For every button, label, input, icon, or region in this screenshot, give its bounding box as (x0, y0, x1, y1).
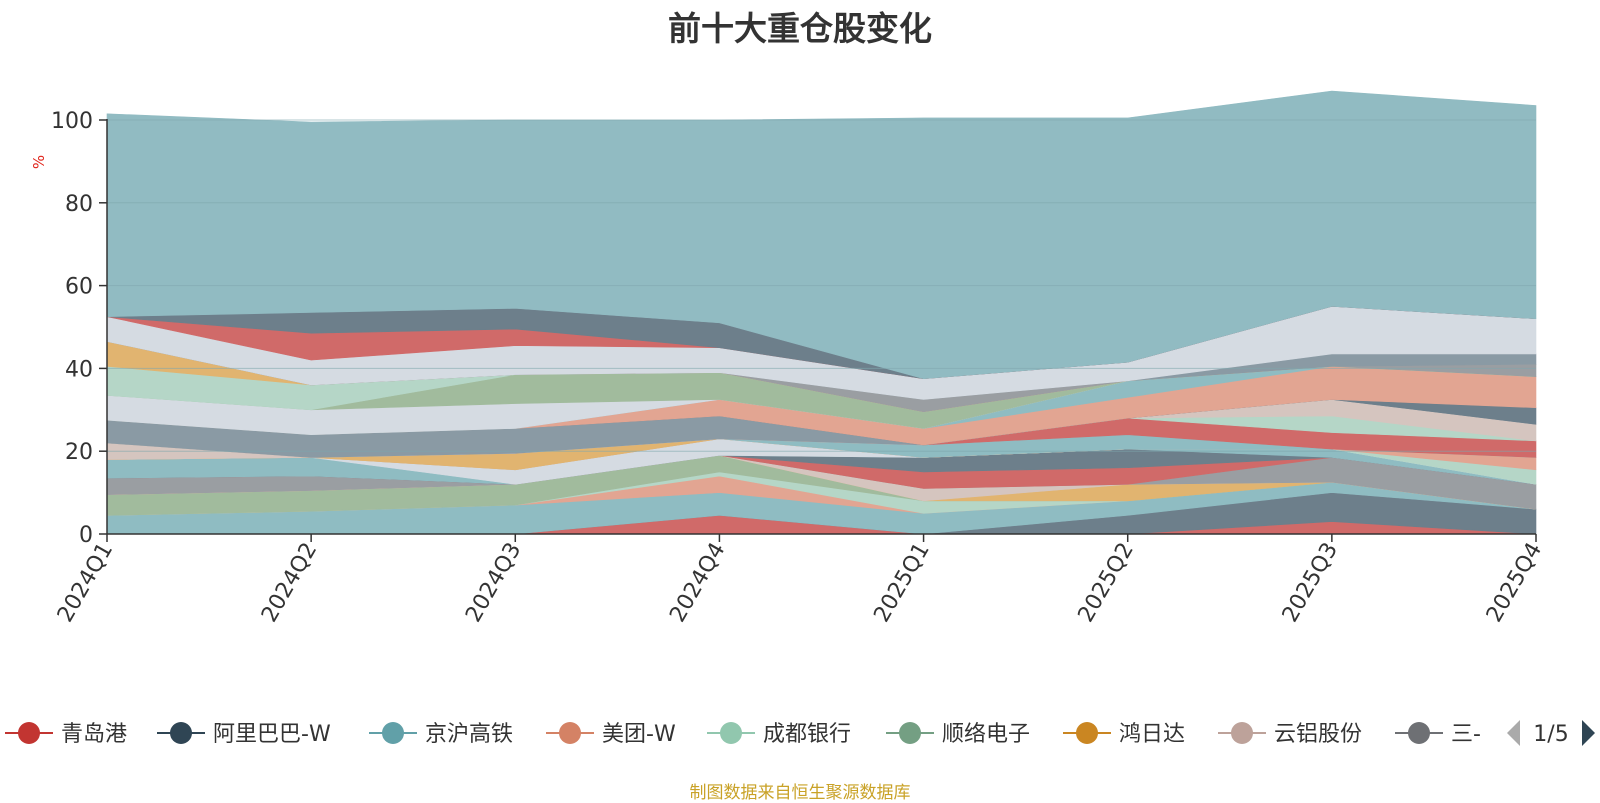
x-tick-label: 2024Q3 (461, 539, 526, 627)
triangle-left-icon[interactable] (1507, 720, 1520, 746)
x-tick-label: 2025Q4 (1482, 539, 1547, 627)
legend-label: 顺络电子 (942, 722, 1030, 747)
legend[interactable]: 青岛港 阿里巴巴-W 京沪高铁 美团-W 成都银行 顺络电子 鸿日达 云铝股份 三- 1/5 (5, 720, 1595, 747)
legend-page-indicator: 1/5 (1533, 722, 1568, 747)
legend-marker-icon (559, 722, 581, 744)
y-tick-label: 100 (51, 109, 93, 134)
x-tick-label: 2024Q4 (665, 539, 730, 627)
legend-marker-icon (170, 722, 192, 744)
y-tick-label: 40 (65, 357, 93, 382)
legend-label: 阿里巴巴-W (213, 722, 331, 747)
x-tick-label: 2025Q2 (1074, 539, 1139, 627)
legend-item[interactable]: 成都银行 (707, 722, 851, 747)
legend-label: 鸿日达 (1119, 722, 1185, 747)
chart-title: 前十大重仓股变化 (668, 9, 932, 48)
legend-label: 三- (1451, 722, 1481, 747)
legend-label: 云铝股份 (1274, 722, 1362, 747)
y-tick-label: 20 (65, 440, 93, 465)
legend-marker-icon (18, 722, 40, 744)
legend-marker-icon (1076, 722, 1098, 744)
legend-marker-icon (382, 722, 404, 744)
x-tick-label: 2025Q3 (1278, 539, 1343, 627)
legend-item[interactable]: 美团-W (546, 722, 676, 747)
legend-marker-icon (899, 722, 921, 744)
legend-item[interactable]: 顺络电子 (886, 722, 1030, 747)
triangle-right-icon[interactable] (1582, 720, 1595, 746)
area-series-group (106, 90, 1537, 535)
y-tick-label: 80 (65, 192, 93, 217)
x-tick-label: 2024Q2 (257, 539, 322, 627)
legend-label: 美团-W (602, 722, 676, 747)
y-tick-label: 60 (65, 275, 93, 300)
legend-item[interactable]: 京沪高铁 (369, 722, 513, 747)
source-note: 制图数据来自恒生聚源数据库 (689, 783, 911, 803)
x-tick-label: 2024Q1 (53, 539, 118, 627)
y-axis-label: % (30, 155, 48, 169)
grid-lines (107, 119, 1536, 452)
legend-item[interactable]: 青岛港 (5, 722, 127, 747)
legend-marker-icon (1408, 722, 1430, 744)
legend-marker-icon (720, 722, 742, 744)
legend-label: 青岛港 (61, 722, 127, 747)
legend-item[interactable]: 三- (1395, 722, 1481, 747)
legend-item[interactable]: 阿里巴巴-W (157, 722, 331, 747)
legend-marker-icon (1231, 722, 1253, 744)
legend-label: 成都银行 (763, 722, 851, 747)
y-tick-label: 0 (79, 523, 93, 548)
x-tick-label: 2025Q1 (869, 539, 934, 627)
legend-item[interactable]: 云铝股份 (1218, 722, 1362, 747)
legend-item[interactable]: 鸿日达 (1063, 722, 1185, 747)
legend-label: 京沪高铁 (425, 722, 513, 747)
